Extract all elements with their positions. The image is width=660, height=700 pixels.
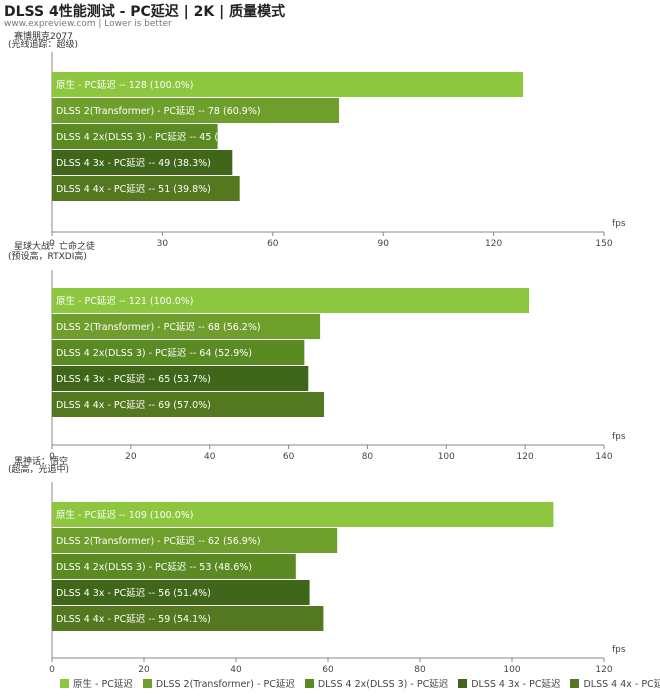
bar bbox=[52, 288, 530, 313]
bar-label: DLSS 4 2x(DLSS 3) - PC延迟 -- 53 (48.6%) bbox=[56, 561, 252, 573]
bar bbox=[52, 606, 324, 631]
x-axis-unit: fps bbox=[612, 645, 626, 655]
bar bbox=[52, 340, 305, 365]
bar-label: DLSS 4 3x - PC延迟 -- 49 (38.3%) bbox=[56, 157, 211, 169]
bar bbox=[52, 528, 338, 553]
bar-label: 原生 - PC延迟 -- 109 (100.0%) bbox=[56, 509, 194, 521]
x-tick-label: 60 bbox=[322, 665, 334, 675]
x-tick-label: 120 bbox=[595, 665, 612, 675]
bar bbox=[52, 502, 554, 527]
chart-subtitle: www.expreview.com | Lower is better bbox=[4, 19, 172, 29]
game-subtitle: (超高，光追中) bbox=[8, 463, 69, 475]
x-tick-label: 100 bbox=[438, 452, 455, 462]
bar-label: DLSS 4 3x - PC延迟 -- 65 (53.7%) bbox=[56, 373, 211, 385]
legend-item: DLSS 4 4x - PC延迟 bbox=[570, 676, 660, 690]
bar-label: 原生 - PC延迟 -- 121 (100.0%) bbox=[56, 295, 194, 307]
legend-item: DLSS 4 2x(DLSS 3) - PC延迟 bbox=[304, 676, 449, 690]
legend-label: DLSS 4 2x(DLSS 3) - PC延迟 bbox=[317, 679, 449, 690]
game-title: 黑神话：悟空 bbox=[14, 455, 68, 467]
bar bbox=[52, 392, 325, 417]
x-tick-label: 120 bbox=[485, 239, 502, 249]
x-tick-label: 100 bbox=[503, 665, 520, 675]
bar-label: DLSS 2(Transformer) - PC延迟 -- 68 (56.2%) bbox=[56, 321, 261, 333]
x-axis-unit: fps bbox=[612, 432, 626, 442]
x-tick-label: 40 bbox=[204, 452, 216, 462]
game-subtitle: (光线追踪：超级) bbox=[8, 38, 78, 50]
bar-label: DLSS 4 3x - PC延迟 -- 56 (51.4%) bbox=[56, 587, 211, 599]
legend-label: DLSS 2(Transformer) - PC延迟 bbox=[155, 679, 295, 690]
bar-label: DLSS 4 4x - PC延迟 -- 51 (39.8%) bbox=[56, 183, 211, 195]
bar bbox=[52, 580, 310, 605]
bar bbox=[52, 72, 524, 97]
x-tick-label: 60 bbox=[283, 452, 295, 462]
legend-item: DLSS 4 3x - PC延迟 bbox=[458, 676, 560, 690]
legend-swatch bbox=[458, 678, 468, 688]
bar bbox=[52, 176, 240, 201]
legend-item: 原生 - PC延迟 bbox=[60, 676, 133, 690]
legend-label: DLSS 4 4x - PC延迟 bbox=[583, 679, 660, 690]
bar-label: DLSS 4 2x(DLSS 3) - PC延迟 -- 45 (35.2%) bbox=[56, 131, 252, 143]
bar bbox=[52, 150, 233, 175]
x-tick-label: 120 bbox=[517, 452, 534, 462]
bar-label: 原生 - PC延迟 -- 128 (100.0%) bbox=[56, 79, 194, 91]
legend-label: DLSS 4 3x - PC延迟 bbox=[471, 679, 561, 690]
bar bbox=[52, 314, 321, 339]
x-tick-label: 0 bbox=[49, 239, 55, 249]
bar bbox=[52, 124, 218, 149]
x-tick-label: 60 bbox=[267, 239, 279, 249]
legend: 原生 - PC延迟 DLSS 2(Transformer) - PC延迟 DLSS … bbox=[60, 676, 660, 690]
x-tick-label: 30 bbox=[157, 239, 169, 249]
legend-swatch bbox=[60, 678, 69, 688]
bar-label: DLSS 4 4x - PC延迟 -- 59 (54.1%) bbox=[56, 613, 211, 625]
x-tick-label: 80 bbox=[414, 665, 426, 675]
bar-label: DLSS 4 2x(DLSS 3) - PC延迟 -- 64 (52.9%) bbox=[56, 347, 252, 359]
x-axis-unit: fps bbox=[612, 219, 626, 229]
bar-label: DLSS 2(Transformer) - PC延迟 -- 62 (56.9%) bbox=[56, 535, 261, 547]
legend-item: DLSS 2(Transformer) - PC延迟 bbox=[142, 676, 295, 690]
bar-label: DLSS 2(Transformer) - PC延迟 -- 78 (60.9%) bbox=[56, 105, 261, 117]
legend-label: 原生 - PC延迟 bbox=[73, 679, 133, 690]
x-tick-label: 0 bbox=[49, 452, 55, 462]
x-tick-label: 20 bbox=[138, 665, 150, 675]
bar bbox=[52, 554, 296, 579]
legend-swatch bbox=[570, 678, 580, 688]
legend-swatch bbox=[304, 678, 314, 688]
game-title: 赛博朋克2077 bbox=[14, 30, 73, 42]
chart-title: DLSS 4性能测试 - PC延迟 | 2K | 质量模式 bbox=[4, 4, 286, 20]
x-tick-label: 40 bbox=[230, 665, 242, 675]
bar-label: DLSS 4 4x - PC延迟 -- 69 (57.0%) bbox=[56, 399, 211, 411]
x-tick-label: 80 bbox=[362, 452, 374, 462]
game-title: 星球大战：亡命之徒 bbox=[14, 240, 95, 252]
x-tick-label: 0 bbox=[49, 665, 55, 675]
bar bbox=[52, 366, 309, 391]
x-tick-label: 140 bbox=[595, 452, 612, 462]
legend-swatch bbox=[142, 678, 152, 688]
game-subtitle: (预设高，RTXDI高) bbox=[8, 250, 87, 262]
x-tick-label: 150 bbox=[595, 239, 612, 249]
x-tick-label: 20 bbox=[125, 452, 137, 462]
x-tick-label: 90 bbox=[377, 239, 389, 249]
bar bbox=[52, 98, 340, 123]
